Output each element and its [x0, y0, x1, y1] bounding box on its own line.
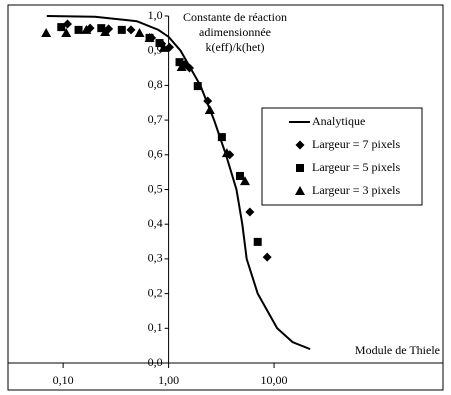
point [253, 237, 262, 246]
point [117, 25, 126, 34]
y-tick-label: 0,6 [148, 147, 163, 161]
point [203, 96, 213, 106]
y-tick-label: 0,7 [148, 112, 163, 126]
y-tick-label: 0,1 [148, 320, 163, 334]
point [176, 62, 187, 72]
point [175, 58, 184, 67]
legend-marker [295, 140, 305, 150]
legend-label: Largeur = 3 pixels [312, 183, 401, 197]
point [126, 25, 136, 35]
legend-marker [296, 164, 304, 172]
x-tick-label: 1,00 [158, 373, 179, 387]
y-tick-label: 0,3 [148, 251, 163, 265]
y-tick-label: 0,8 [148, 77, 163, 91]
point [61, 28, 72, 38]
legend-label: Largeur = 5 pixels [312, 160, 401, 174]
point [81, 24, 92, 34]
point [41, 28, 52, 38]
y-axis-title: k(eff)/k(het) [205, 40, 264, 54]
point [262, 252, 272, 262]
legend-marker [295, 186, 305, 195]
point [217, 133, 226, 142]
point [245, 207, 255, 217]
x-axis-title: Module de Thiele [355, 343, 440, 357]
point [185, 63, 195, 73]
y-axis-title: Constante de réaction [183, 10, 287, 24]
y-axis-title: adimensionnée [199, 25, 271, 39]
y-tick-label: 0,4 [148, 216, 163, 230]
x-tick-label: 10,00 [261, 373, 288, 387]
point [155, 39, 164, 48]
point [97, 24, 106, 33]
y-tick-label: 0,2 [148, 285, 163, 299]
y-tick-label: 0,5 [148, 181, 163, 195]
legend-label: Analytique [312, 114, 365, 128]
point [193, 82, 202, 91]
point [158, 42, 169, 52]
point [235, 171, 244, 180]
legend-box [261, 107, 423, 206]
point [134, 28, 145, 38]
point [239, 176, 250, 186]
point [204, 105, 215, 115]
point [100, 26, 111, 36]
point [144, 32, 155, 42]
point [74, 25, 83, 34]
plot-frame [7, 4, 444, 391]
point [221, 148, 232, 158]
y-tick-label: 0,0 [148, 355, 163, 369]
y-tick-label: 1,0 [148, 8, 163, 22]
point [57, 23, 66, 32]
legend-label: Largeur = 7 pixels [312, 137, 401, 151]
x-tick-label: 0,10 [53, 373, 74, 387]
